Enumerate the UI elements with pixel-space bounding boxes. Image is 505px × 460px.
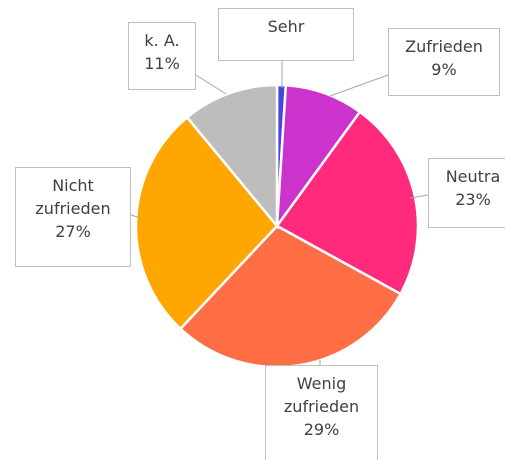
category-name: Zufrieden [405, 37, 483, 56]
leader-line [329, 74, 389, 97]
category-name: Neutra [445, 167, 501, 186]
category-name: Nicht zufrieden [35, 176, 111, 218]
leader-line [130, 214, 141, 219]
value-label: 23% [455, 190, 491, 209]
data-label: Wenig zufrieden 29% [265, 365, 378, 460]
pie-slice [134, 115, 279, 331]
data-label: Nicht zufrieden 27% [15, 167, 131, 267]
data-label: k. A. 11% [128, 22, 196, 90]
category-name: k. A. [144, 31, 180, 50]
data-label: Neutra 23% [428, 158, 505, 228]
value-label: 27% [55, 222, 91, 241]
category-name: Wenig zufrieden [283, 374, 360, 416]
pie-slice [275, 110, 420, 296]
pie-slice [185, 83, 279, 230]
leader-line [195, 74, 227, 95]
data-label: Zufrieden 9% [388, 28, 500, 96]
value-label: 29% [303, 420, 340, 439]
value-label: 11% [144, 54, 180, 73]
value-label: 9% [431, 60, 457, 79]
leader-line [409, 194, 429, 199]
pie-slice [275, 83, 362, 231]
category-name: Sehr [267, 17, 305, 36]
data-label: Sehr [218, 8, 354, 61]
